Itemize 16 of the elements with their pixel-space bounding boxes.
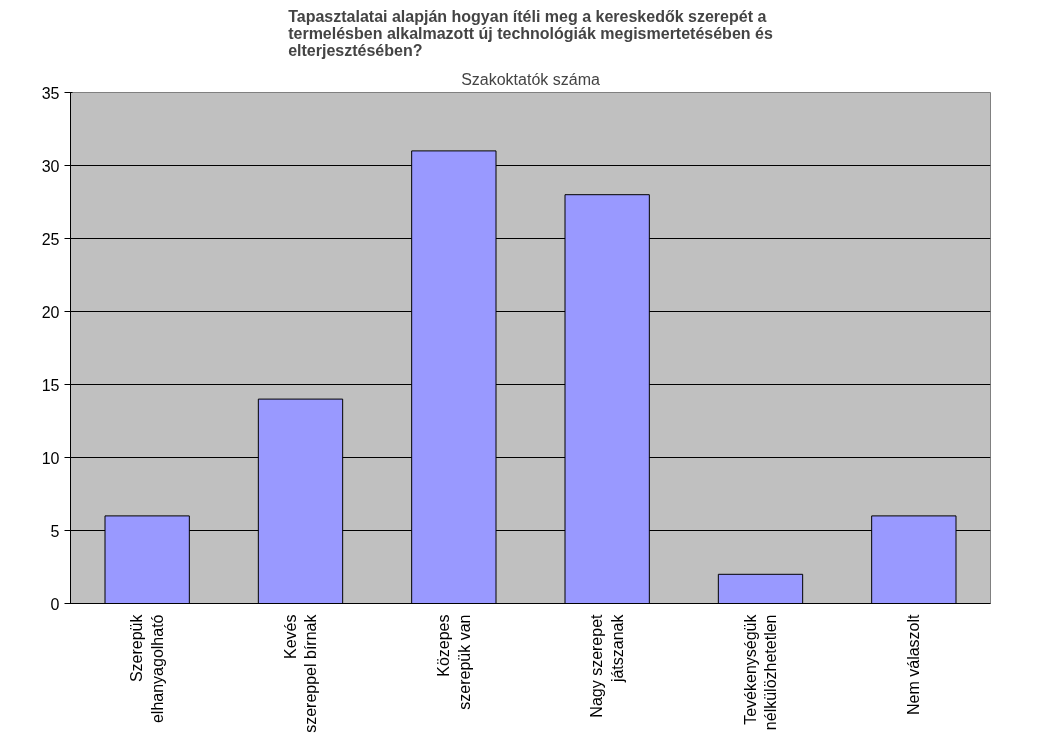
y-tick-label: 25 bbox=[41, 230, 60, 248]
y-tick-label: 35 bbox=[41, 84, 60, 102]
x-tick-label: Tevékenységük nélkülözhetetlen bbox=[741, 613, 780, 731]
y-tick-label: 10 bbox=[41, 449, 60, 467]
y-tick-label: 15 bbox=[41, 376, 60, 394]
x-tick-label: Szerepük elhanyagolható bbox=[128, 613, 166, 724]
x-tick-label: Közepes szerepük van bbox=[435, 614, 473, 710]
y-tick-label: 20 bbox=[41, 303, 60, 321]
y-tick-label: 0 bbox=[50, 595, 60, 613]
x-tick-label: Kevés szereppel bírnak bbox=[281, 613, 320, 733]
y-tick-label: 30 bbox=[41, 157, 60, 175]
x-tick-label: Nem válaszolt bbox=[905, 613, 923, 715]
chart-title: Tapasztalatai alapján hogyan ítéli meg a kereskedők szerepét a termelésben alkalmazott új technológiák megismertetésében és elterjesztésében? bbox=[288, 7, 773, 59]
chart-subtitle: Szakoktatók száma bbox=[461, 70, 600, 88]
x-tick-label: Nagy szerepet játszanak bbox=[588, 613, 626, 718]
y-tick-label: 5 bbox=[50, 522, 60, 540]
